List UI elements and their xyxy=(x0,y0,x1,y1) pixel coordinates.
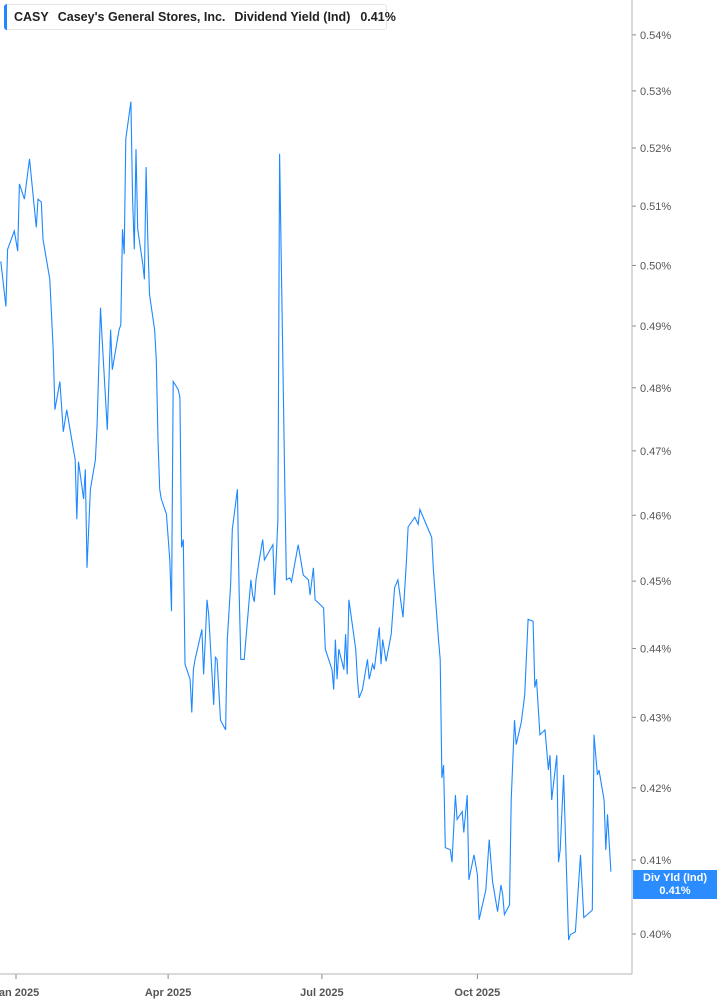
legend-color-bar xyxy=(4,4,7,30)
x-tick-label: Oct 2025 xyxy=(454,987,500,999)
y-tick-label: 0.48% xyxy=(640,383,671,395)
legend-metric: Dividend Yield (Ind) xyxy=(234,10,351,24)
last-value-badge: Div Yld (Ind) 0.41% xyxy=(633,870,717,899)
x-axis: Jan 2025 Apr 2025 Jul 2025 Oct 2025 xyxy=(0,974,500,999)
y-tick-label: 0.46% xyxy=(640,510,671,522)
legend-symbol: CASY xyxy=(14,10,49,24)
y-tick-label: 0.51% xyxy=(640,201,671,213)
x-tick-label: Apr 2025 xyxy=(145,987,191,999)
y-tick-label: 0.44% xyxy=(640,643,671,655)
x-tick-label: Jan 2025 xyxy=(0,987,39,999)
dividend-yield-line xyxy=(0,101,612,941)
y-tick-label: 0.53% xyxy=(640,86,671,98)
badge-label: Div Yld (Ind) xyxy=(643,872,707,884)
y-tick-label: 0.52% xyxy=(640,143,671,155)
y-tick-label: 0.40% xyxy=(640,929,671,941)
legend-company: Casey's General Stores, Inc. xyxy=(57,10,226,24)
x-tick-label: Jul 2025 xyxy=(300,987,343,999)
y-tick-label: 0.41% xyxy=(640,855,671,867)
y-tick-label: 0.49% xyxy=(640,321,671,333)
y-axis: 0.40% 0.41% 0.42% 0.43% 0.44% 0.45% 0.46% 0.47%… xyxy=(632,30,671,941)
legend-value: 0.41% xyxy=(360,10,396,24)
y-tick-label: 0.54% xyxy=(640,30,671,42)
y-tick-label: 0.50% xyxy=(640,260,671,272)
badge-value: 0.41% xyxy=(659,885,691,897)
y-tick-label: 0.42% xyxy=(640,783,671,795)
chart-legend: CASY Casey's General Stores, Inc. Divide… xyxy=(4,4,396,30)
y-tick-label: 0.45% xyxy=(640,576,671,588)
y-tick-label: 0.43% xyxy=(640,712,671,724)
y-tick-label: 0.47% xyxy=(640,446,671,458)
